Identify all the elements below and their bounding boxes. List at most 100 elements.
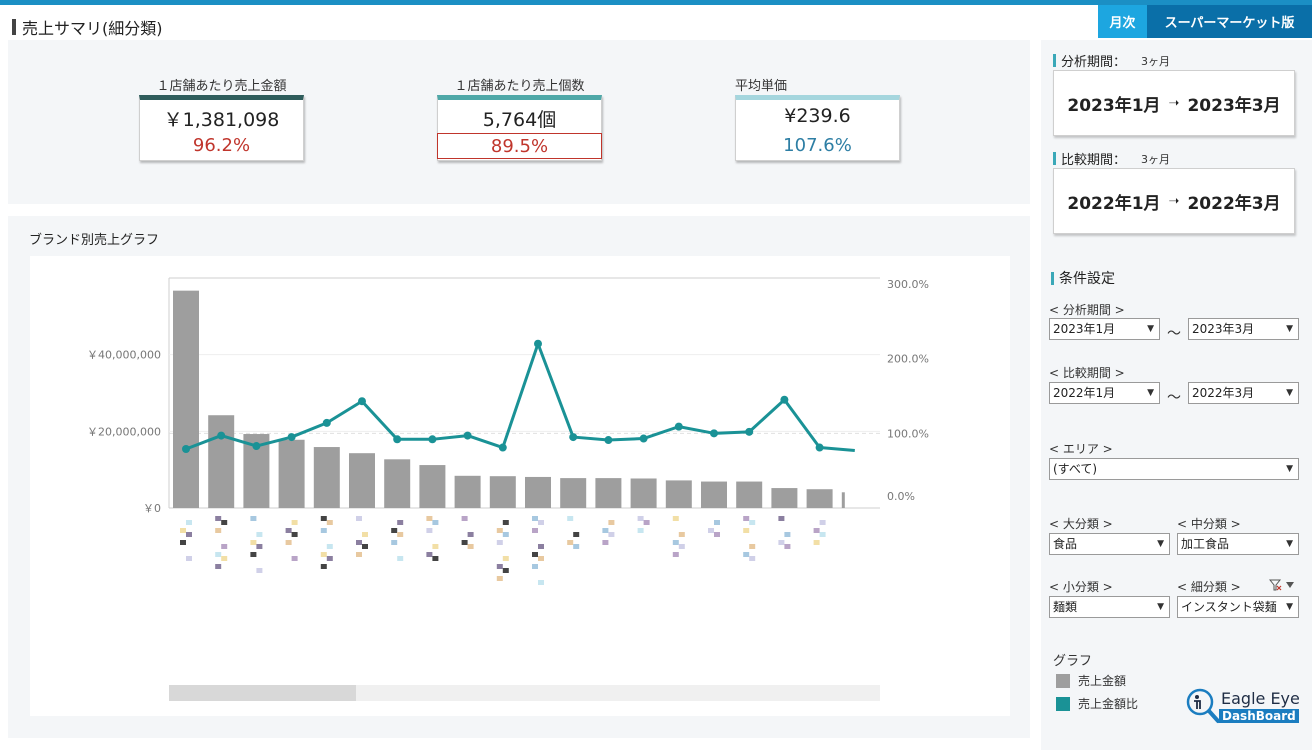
area-select[interactable]: (すべて) ▼ — [1049, 458, 1299, 480]
kpi-card: ￥1,381,098 96.2% — [139, 95, 304, 161]
middle-category-select[interactable]: 加工食品 ▼ — [1177, 533, 1299, 555]
brand-label-blurred — [461, 540, 468, 545]
brand-label-blurred — [285, 540, 292, 545]
bar — [278, 439, 305, 508]
brand-label-blurred — [397, 556, 404, 561]
brand-sales-chart: ￥40,000,000 ￥20,000,000 ￥0 300.0% 200.0% 100.… — [87, 277, 929, 585]
ratio-point — [815, 443, 824, 452]
select-value: 2022年3月 — [1192, 386, 1255, 400]
brand-label-blurred — [186, 532, 192, 537]
dropdown-arrow-icon: ▼ — [1286, 388, 1293, 398]
kpi-card: ¥239.6 107.6% — [735, 95, 900, 161]
area-filter-label: < エリア > — [1049, 442, 1113, 456]
brand-label-blurred — [532, 552, 538, 557]
bar — [173, 290, 199, 508]
brand-label-blurred — [432, 556, 439, 561]
chart-scrollbar-thumb[interactable] — [169, 685, 356, 701]
analysis-from-select[interactable]: 2023年1月 ▼ — [1049, 318, 1160, 340]
analysis-filter-label: < 分析期間 > — [1049, 303, 1125, 317]
brand-label-blurred — [291, 556, 298, 561]
brand-label-blurred — [573, 532, 580, 537]
bar — [841, 492, 845, 508]
bar — [525, 476, 551, 508]
bar — [595, 478, 622, 508]
logo-text: Eagle Eye — [1221, 689, 1300, 708]
brand-label-blurred — [678, 544, 685, 549]
brand-label-blurred — [567, 540, 574, 545]
brand-label-blurred — [467, 532, 474, 537]
brand-label-blurred — [320, 516, 327, 521]
brand-label-blurred — [784, 544, 791, 549]
compare-start: 2022年1月 — [1067, 193, 1161, 214]
brand-label-blurred — [778, 516, 785, 521]
kpi-label: 平均単価 — [735, 79, 788, 94]
bar — [313, 447, 340, 508]
ratio-point — [745, 427, 754, 436]
brand-label-blurred — [215, 564, 222, 569]
analysis-end: 2023年3月 — [1187, 95, 1281, 116]
ratio-point — [569, 433, 578, 442]
brand-label-blurred — [637, 516, 644, 521]
brand-label-blurred — [502, 556, 509, 561]
ratio-point — [358, 397, 366, 406]
compare-from-select[interactable]: 2022年1月 ▼ — [1049, 382, 1160, 404]
brand-label-blurred — [502, 520, 509, 525]
select-value: 麺類 — [1053, 600, 1078, 614]
brand-label-blurred — [397, 532, 404, 537]
brand-label-blurred — [602, 540, 609, 545]
y-right-tick-label: 200.0% — [887, 353, 929, 366]
brand-label-blurred — [602, 528, 609, 533]
brand-label-blurred — [643, 520, 650, 525]
brand-label-blurred — [391, 528, 398, 533]
brand-label-blurred — [538, 520, 544, 525]
clear-filter-icon[interactable] — [1269, 579, 1295, 591]
analysis-period-card: 2023年1月 ➝ 2023年3月 — [1053, 70, 1295, 136]
brand-label-blurred — [256, 568, 263, 573]
range-tilde: ～ — [1167, 390, 1181, 406]
ratio-point — [780, 395, 789, 404]
dropdown-arrow-icon: ▼ — [1286, 464, 1293, 474]
detail-category-select[interactable]: インスタント袋麺 ▼ — [1177, 596, 1299, 618]
page-title-text: 売上サマリ(細分類) — [22, 19, 163, 38]
minor-category-select[interactable]: 麺類 ▼ — [1049, 596, 1170, 618]
brand-label-blurred — [215, 552, 222, 557]
compare-period-months: 3ヶ月 — [1141, 152, 1171, 166]
brand-label-blurred — [538, 556, 544, 561]
range-tilde: ～ — [1167, 326, 1181, 342]
dropdown-arrow-icon: ▼ — [1286, 602, 1293, 612]
brand-label-blurred — [285, 528, 292, 533]
brand-label-blurred — [391, 540, 398, 545]
sidebar: 分析期間： 3ヶ月 2023年1月 ➝ 2023年3月 比較期間： 3ヶ月 20… — [1041, 40, 1312, 750]
brand-label-blurred — [250, 516, 257, 521]
arrow-right-icon: ➝ — [1168, 95, 1180, 111]
brand-label-blurred — [356, 552, 362, 557]
dropdown-arrow-icon: ▼ — [1157, 539, 1164, 549]
brand-label-blurred — [496, 564, 503, 569]
compare-period-title: 比較期間： — [1061, 153, 1127, 168]
legend-label: 売上金額 — [1078, 674, 1127, 688]
brand-label-blurred — [426, 528, 433, 533]
brand-label-blurred — [215, 528, 222, 533]
section-marker — [1053, 152, 1056, 165]
select-value: 2023年3月 — [1192, 322, 1255, 336]
brand-label-blurred — [426, 516, 433, 521]
dropdown-arrow-icon: ▼ — [1157, 602, 1164, 612]
kpi-sales-units: １店舗あたり売上個数 5,764個 89.5% — [437, 79, 602, 161]
brand-label-blurred — [637, 528, 644, 533]
compare-period-label: 比較期間： 3ヶ月 — [1053, 149, 1170, 168]
select-value: 2023年1月 — [1053, 322, 1116, 336]
brand-label-blurred — [532, 528, 538, 533]
analysis-to-select[interactable]: 2023年3月 ▼ — [1188, 318, 1299, 340]
brand-label-blurred — [221, 520, 228, 525]
legend-item-sales: 売上金額 — [1056, 672, 1126, 689]
major-category-select[interactable]: 食品 ▼ — [1049, 533, 1170, 555]
chart-scrollbar[interactable] — [169, 685, 880, 701]
kpi-average-price: 平均単価 ¥239.6 107.6% — [735, 79, 900, 161]
brand-label-blurred — [714, 520, 720, 525]
brand-label-blurred — [397, 520, 404, 525]
compare-to-select[interactable]: 2022年3月 ▼ — [1188, 382, 1299, 404]
brand-label-blurred — [672, 516, 679, 521]
section-marker — [1053, 54, 1056, 67]
kpi-ratio: 107.6% — [783, 135, 852, 156]
ratio-point — [428, 435, 437, 444]
